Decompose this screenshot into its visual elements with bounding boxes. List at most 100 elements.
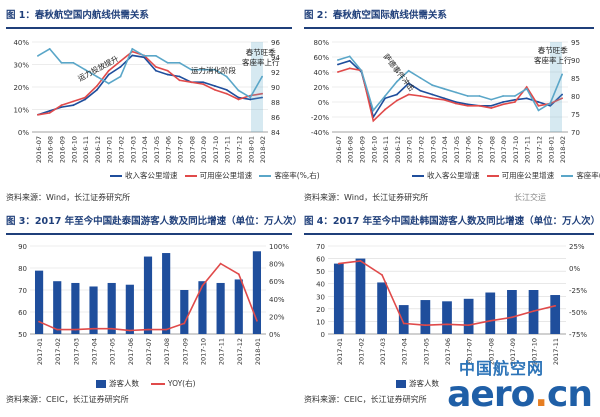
data-point	[419, 89, 422, 92]
panel-2-source: 资料来源：Wind，长江证券研究所	[304, 193, 429, 202]
x-tick-label: 2016-11	[382, 136, 390, 163]
bar	[355, 258, 366, 334]
data-point	[502, 95, 504, 97]
bar	[143, 256, 153, 334]
series-line	[37, 54, 263, 116]
x-tick-label: 2017-06	[165, 136, 173, 163]
data-point	[155, 65, 157, 68]
x-tick-label: 2018-01	[547, 136, 555, 163]
data-point	[72, 104, 75, 107]
data-point	[525, 87, 528, 90]
y2-tick-label: 25%	[569, 243, 585, 251]
x-tick-label: 2018-01	[254, 338, 262, 365]
x-tick-label: 2017-10	[531, 338, 539, 365]
data-point	[96, 85, 98, 87]
annotation-spring-peak: 春节旺季 客座率上行	[242, 48, 280, 67]
data-point	[337, 71, 339, 73]
x-tick-label: 2017-12	[536, 136, 544, 163]
y2-tick-label: 40%	[269, 296, 285, 304]
x-tick-label: 2017-08	[188, 136, 196, 163]
x-tick-label: 2017-08	[163, 338, 171, 365]
data-point	[478, 104, 481, 107]
data-point	[107, 82, 110, 85]
data-point	[56, 328, 59, 331]
x-tick-label: 2017-02	[418, 136, 426, 163]
bar	[442, 301, 452, 334]
data-point	[537, 101, 540, 103]
legend-1: 收入客公里增速 可用座公里增速 客座率(%,右)	[110, 170, 320, 181]
bar	[252, 251, 262, 334]
series-line	[337, 67, 563, 123]
data-point	[478, 95, 481, 97]
y2-tick-label: 60%	[269, 278, 285, 286]
chart-1: 40% 30% 20% 10% 0% 96 94 92 90 88 86 84 2016-07 2016-…	[6, 32, 292, 182]
data-point	[166, 69, 169, 72]
data-point	[337, 59, 339, 61]
x-tick-label: 2018-02	[559, 136, 567, 163]
data-point	[466, 103, 469, 106]
y-tick-label: 20%	[13, 84, 29, 92]
x-tick-label: 2017-03	[129, 136, 137, 163]
x-tick-label: 2017-07	[177, 136, 185, 163]
panel-1-source: 资料来源：Wind，长江证券研究所	[6, 193, 131, 202]
data-point	[96, 88, 98, 91]
x-tick-label: 2016-09	[59, 136, 67, 163]
data-point	[214, 68, 216, 71]
data-point	[490, 104, 493, 107]
data-point	[107, 73, 110, 76]
data-point	[443, 98, 445, 101]
data-point	[107, 69, 110, 72]
data-point	[143, 54, 146, 57]
data-point	[225, 75, 228, 78]
y2-tick-label: 80	[571, 93, 580, 101]
x-tick-label: 2016-12	[394, 136, 402, 163]
data-point	[502, 101, 504, 103]
data-point	[337, 63, 339, 66]
series-line	[37, 47, 263, 99]
x-tick-label: 2016-09	[359, 136, 367, 163]
data-point	[202, 81, 205, 84]
bar	[398, 305, 409, 334]
panel-2-title: 图 2：春秋航空国际航线供需关系	[304, 10, 447, 21]
x-tick-label: 2017-03	[429, 136, 437, 163]
data-point	[92, 327, 95, 330]
x-tick-label: 2016-07	[35, 136, 43, 163]
x-tick-label: 2017-11	[524, 136, 532, 163]
x-tick-label: 2017-04	[91, 338, 99, 365]
x-tick-label: 2017-05	[153, 136, 161, 163]
data-point	[396, 80, 398, 83]
data-point	[219, 262, 222, 265]
y-tick-label: 10%	[13, 107, 29, 115]
data-point	[237, 89, 240, 92]
series-line	[337, 59, 563, 119]
x-tick-label: 2017-09	[500, 136, 508, 163]
panel-3: 图 3：2017 年至今中国赴泰国游客人数及同比增速（单位：万人次） 90 80 7…	[6, 212, 302, 412]
data-point	[178, 75, 181, 78]
x-tick-label: 2017-05	[109, 338, 117, 365]
data-point	[237, 273, 240, 276]
y2-tick-label: 94	[271, 54, 280, 62]
y2-tick-label: 100%	[269, 243, 289, 251]
y2-tick-label: 95	[571, 39, 580, 47]
y-tick-label: 50	[316, 268, 325, 276]
bar	[180, 290, 189, 334]
data-point	[225, 92, 228, 95]
data-point	[131, 54, 134, 57]
y-tick-label: 60%	[313, 54, 329, 62]
watermark-cn: 中国航空网	[458, 359, 544, 378]
y2-tick-label: 85	[571, 75, 580, 83]
chart-3: 90 80 70 60 50 100% 80% 60% 40% 20% 0% 2017-01 2017-…	[6, 238, 292, 380]
bar	[463, 298, 474, 334]
data-point	[372, 119, 375, 122]
x-tick-label: 2017-10	[512, 136, 520, 163]
y-tick-label: -40%	[311, 129, 329, 137]
bar	[34, 270, 44, 334]
data-point	[214, 88, 216, 91]
y2-tick-label: -50%	[569, 309, 587, 317]
data-point	[525, 97, 528, 100]
data-point	[60, 104, 63, 107]
data-point	[407, 69, 410, 72]
x-tick-label: 2016-10	[70, 136, 78, 163]
data-point	[74, 328, 77, 331]
y-tick-label: 40	[316, 281, 325, 289]
